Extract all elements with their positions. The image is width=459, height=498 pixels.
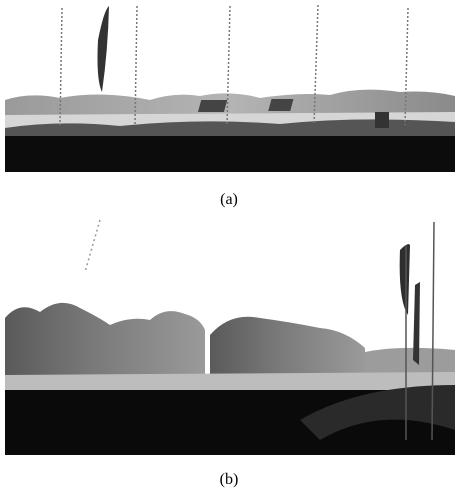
page: (a) (b) (() => { const data = JSON.parse… [0,0,459,493]
panel-a-image [5,0,455,172]
caption: (b) [220,471,239,488]
caption: (a) [220,191,238,208]
panel-b-image [5,215,455,455]
figure: (a) (b) [0,0,459,493]
